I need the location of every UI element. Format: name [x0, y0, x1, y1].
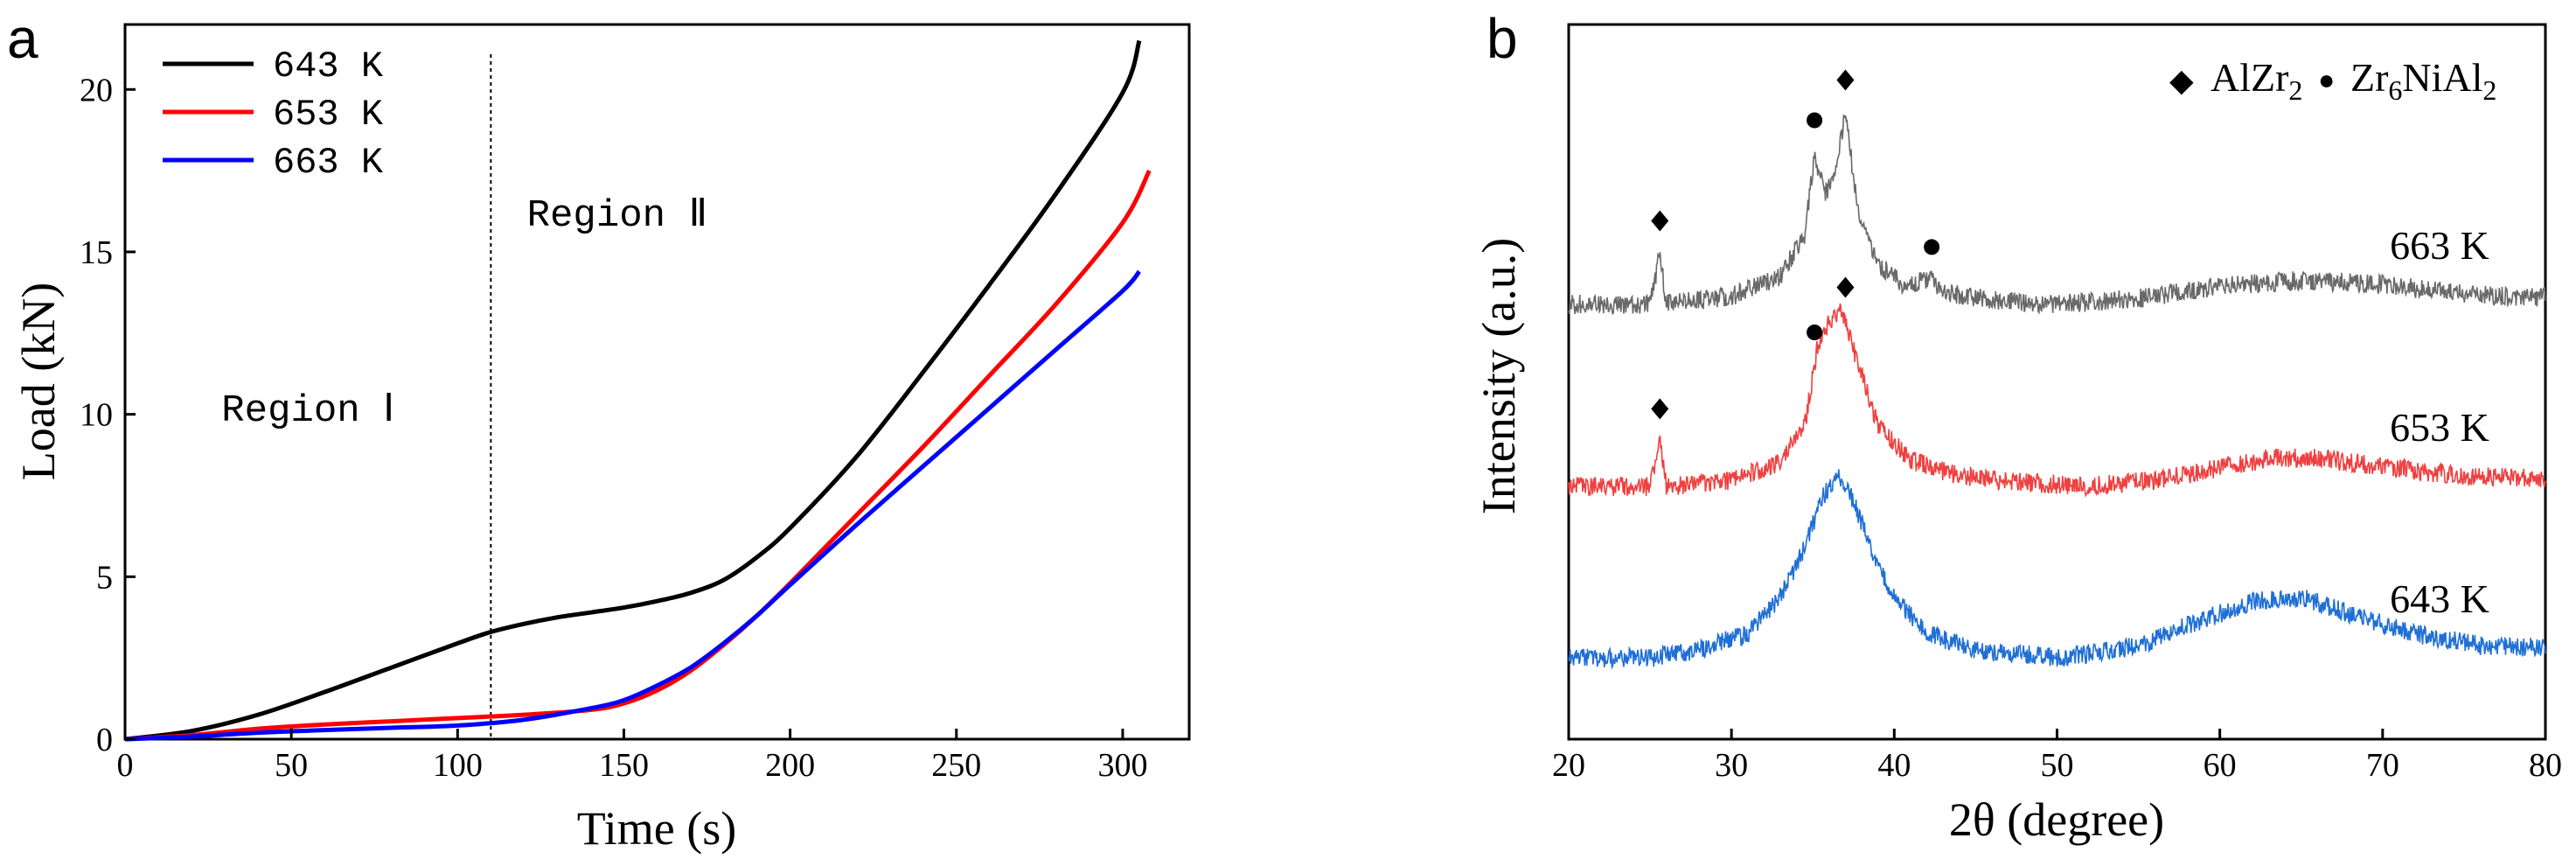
panel-b-xrd-chart: b 20 30 40 50 60 70 80 663 K 653 K 643 K ◆ AlZ…	[1472, 7, 2562, 846]
y-tick-label: 0	[96, 722, 113, 758]
legend-label-653k: 653 K	[273, 94, 384, 136]
x-tick-label: 20	[1552, 747, 1585, 784]
alzr2-peak-marker	[1651, 210, 1669, 232]
xrd-pattern-653k	[1568, 303, 2546, 499]
panel-a-y-axis-title: Load (kN)	[12, 283, 65, 480]
xrd-label-663k: 663 K	[2390, 223, 2489, 268]
y-tick-label: 10	[80, 397, 113, 434]
panel-a-y-ticks: 0 5 10 15 20	[80, 72, 136, 758]
load-curve-663k	[124, 269, 1141, 742]
panel-a-series-lines	[124, 39, 1152, 742]
panel-a-plot-frame	[123, 23, 1191, 741]
panel-a-legend: 643 K 653 K 663 K	[163, 45, 384, 184]
panel-b-phase-legend: ◆ AlZr2 ● Zr6NiAl2	[2169, 55, 2496, 106]
load-curve-643k	[124, 39, 1142, 742]
zr6nial2-peak-marker	[1807, 112, 1823, 129]
y-tick-label: 15	[80, 234, 113, 271]
xrd-label-643k: 643 K	[2390, 576, 2489, 621]
alzr2-peak-marker	[1836, 276, 1855, 298]
x-tick-label: 50	[2041, 747, 2074, 784]
x-tick-label: 150	[599, 747, 649, 784]
zr6nial2-peak-marker	[1807, 325, 1823, 340]
legend-diamond-symbol: ◆	[2169, 63, 2194, 98]
panel-a-x-ticks: 0 50 100 150 200 250 300	[117, 729, 1147, 784]
x-tick-label: 30	[1715, 747, 1748, 784]
alzr2-peak-marker	[1836, 69, 1855, 91]
x-tick-label: 80	[2529, 747, 2562, 784]
xrd-label-653k: 653 K	[2390, 405, 2489, 450]
load-curve-653k	[124, 169, 1152, 742]
x-tick-label: 100	[433, 747, 483, 784]
legend-circle-symbol: ●	[2318, 64, 2335, 95]
panel-b-y-axis-title: Intensity (a.u.)	[1472, 238, 1525, 514]
panel-b-xrd-patterns	[1568, 114, 2546, 670]
panel-b-x-ticks: 20 30 40 50 60 70 80	[1552, 729, 2562, 784]
x-tick-label: 70	[2366, 747, 2399, 784]
legend-alzr2-label: AlZr2	[2210, 55, 2302, 106]
x-tick-label: 300	[1097, 747, 1147, 784]
x-tick-label: 40	[1877, 747, 1911, 784]
x-tick-label: 0	[117, 747, 134, 784]
alzr2-peak-marker	[1651, 398, 1669, 420]
y-tick-label: 5	[96, 559, 113, 596]
panel-b-peak-markers	[1651, 69, 1940, 420]
x-tick-label: 250	[931, 747, 981, 784]
legend-label-643k: 643 K	[273, 45, 384, 87]
legend-zr6nial2-label: Zr6NiAl2	[2350, 55, 2496, 106]
panel-a-x-axis-title: Time (s)	[577, 802, 737, 855]
x-tick-label: 60	[2204, 747, 2237, 784]
legend-label-663k: 663 K	[273, 142, 384, 184]
xrd-pattern-643k	[1568, 469, 2546, 670]
xrd-pattern-663k	[1568, 114, 2546, 316]
panel-b-letter: b	[1486, 7, 1518, 70]
region-1-label: Region Ⅰ	[221, 389, 394, 433]
region-2-label: Region Ⅱ	[527, 194, 708, 238]
panel-b-x-axis-title: 2θ (degree)	[1949, 793, 2164, 846]
x-tick-label: 200	[765, 747, 815, 784]
panel-a-load-time-chart: a 0 50 100 150 200 250 300 0 5 10 15 20 Region Ⅰ R…	[7, 7, 1191, 855]
zr6nial2-peak-marker	[1924, 239, 1940, 255]
panel-a-letter: a	[7, 7, 38, 70]
y-tick-label: 20	[80, 72, 113, 108]
x-tick-label: 50	[275, 747, 308, 784]
